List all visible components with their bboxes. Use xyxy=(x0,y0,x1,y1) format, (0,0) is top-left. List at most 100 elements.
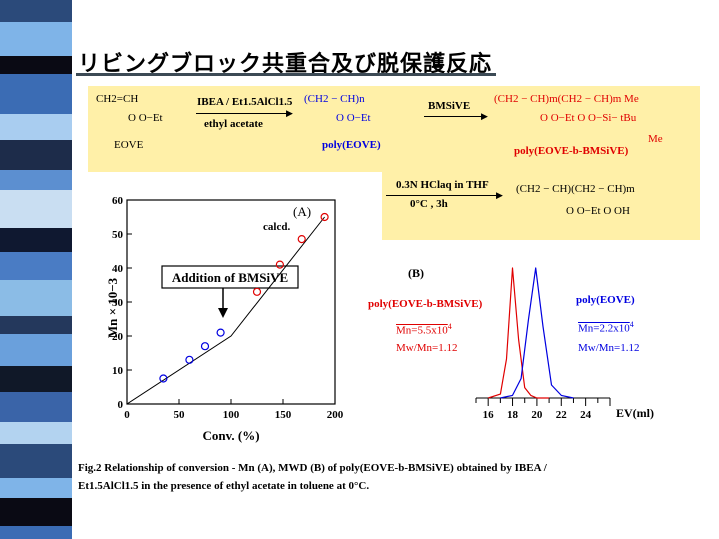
gpc-block-mn-exp: 4 xyxy=(447,322,452,331)
block-copolymer-structure-line1: (CH2 − CH)m(CH2 − CH)m Me xyxy=(494,93,639,105)
stripe-block xyxy=(0,228,72,252)
chart-a-x-tick-label: 150 xyxy=(275,409,292,421)
chart-b-x-tick-label: 18 xyxy=(507,409,519,421)
gpc-homo-mn: Mn=2.2x104 xyxy=(578,320,634,335)
chart-a-y-tick-label: 20 xyxy=(112,331,124,343)
chart-a-panel-label: (A) xyxy=(293,204,311,219)
block-copolymer-structure-line2: O O−Et O O−Si− tBu xyxy=(540,112,637,124)
stripe-block xyxy=(0,140,72,170)
stripe-block xyxy=(0,526,72,539)
stripe-block xyxy=(0,280,72,316)
stripe-block xyxy=(0,0,72,22)
chart-a-y-axis-label: Mn × 10−3 xyxy=(105,277,120,338)
stripe-block xyxy=(0,392,72,422)
stripe-block xyxy=(0,316,72,334)
gpc-block-mn: Mn=5.5x104 xyxy=(396,322,452,337)
chart-b-x-tick-label: 24 xyxy=(580,409,592,421)
stripe-block xyxy=(0,478,72,498)
stripe-block xyxy=(0,74,72,114)
block-copolymer-name: poly(EOVE-b-BMSiVE) xyxy=(514,145,629,157)
gpc-homo-mw: Mw/Mn=1.12 xyxy=(578,342,640,354)
monomer-structure-line1: CH2=CH xyxy=(96,93,139,105)
chart-a-y-tick-label: 0 xyxy=(118,399,124,411)
gpc-block-mw: Mw/Mn=1.12 xyxy=(396,342,458,354)
stripe-block xyxy=(0,114,72,140)
chart-b-trace xyxy=(500,267,574,399)
chart-a-point xyxy=(216,328,225,337)
reagent-bmsive: BMSiVE xyxy=(428,100,471,112)
chart-a-x-tick-label: 0 xyxy=(124,409,130,421)
stripe-block xyxy=(0,170,72,190)
reaction-arrow-3-head: ▶ xyxy=(496,190,503,200)
decorative-side-stripe xyxy=(0,0,72,539)
scheme-background-top xyxy=(88,86,700,172)
reaction-arrow-1 xyxy=(196,113,292,114)
product-structure-line2: O O−Et O OH xyxy=(566,205,630,217)
chart-a-point xyxy=(252,287,262,296)
gpc-block-mn-text: Mn=5.5x10 xyxy=(396,324,448,337)
chart-b-x-tick-label: 22 xyxy=(556,409,568,421)
annotation-box xyxy=(161,265,299,289)
stripe-block xyxy=(0,252,72,280)
chart-a-point xyxy=(185,355,194,364)
gpc-homo-mn-text: Mn=2.2x10 xyxy=(578,322,630,335)
scheme-background-deprotect xyxy=(382,172,700,240)
annotation-arrow-head xyxy=(218,308,228,318)
deprotect-condition-acid: 0.3N HClaq in THF xyxy=(396,179,489,191)
caption-line-1: Fig.2 Relationship of conversion - Mn (A… xyxy=(78,462,547,474)
reaction-arrow-3 xyxy=(386,195,502,196)
chart-a-point xyxy=(200,342,210,351)
gpc-block-name: poly(EOVE-b-BMSiVE) xyxy=(368,298,483,310)
deprotect-condition-temp-time: 0°C , 3h xyxy=(410,198,448,210)
stripe-block xyxy=(0,56,72,74)
chart-a-point xyxy=(320,212,329,222)
reaction-arrow-2 xyxy=(424,116,486,117)
reaction-arrow-1-head: ▶ xyxy=(286,108,293,118)
title-underline xyxy=(76,73,496,76)
chart-a-point xyxy=(297,234,306,244)
reagent-initiator: IBEA / Et1.5AlCl1.5 xyxy=(197,96,293,108)
chart-b-x-tick-label: 16 xyxy=(483,409,495,421)
gpc-trace-chart: 16 18 20 22 24 EV(ml) xyxy=(475,267,654,421)
chart-a-y-tick-label: 30 xyxy=(112,297,124,309)
gpc-homo-name: poly(EOVE) xyxy=(576,294,635,306)
chart-a-x-tick-label: 50 xyxy=(174,409,186,421)
chart-a-y-tick-label: 60 xyxy=(112,195,124,207)
annotation-text: Addition of BMSiVE xyxy=(172,270,288,285)
stripe-block xyxy=(0,190,72,228)
poly-eove-name: poly(EOVE) xyxy=(322,139,381,151)
chart-b-x-axis-label: EV(ml) xyxy=(616,406,654,420)
monomer-structure-line2: O O−Et xyxy=(128,112,163,124)
slide-title: リビングブロック共重合及び脱保護反応 xyxy=(78,52,493,77)
caption-line-2: Et1.5AlCl1.5 in the presence of ethyl ac… xyxy=(78,480,370,492)
monomer-name: EOVE xyxy=(114,139,144,151)
gpc-homo-mn-exp: 4 xyxy=(629,320,634,329)
stripe-block xyxy=(0,366,72,392)
reaction-arrow-2-head: ▶ xyxy=(481,111,488,121)
chart-a-point xyxy=(275,260,284,269)
poly-eove-structure-line2: O O−Et xyxy=(336,112,371,124)
chart-a-x-tick-label: 200 xyxy=(327,409,344,421)
chart-a-y-tick-label: 40 xyxy=(112,263,124,275)
chart-b-trace xyxy=(488,267,550,399)
chart-a-x-axis-label: Conv. (%) xyxy=(202,428,259,443)
stripe-block xyxy=(0,444,72,478)
conversion-mn-chart: Mn × 10−3 Conv. (%) (A) calcd. Addition … xyxy=(105,195,344,443)
chart-a-y-tick-label: 10 xyxy=(112,365,124,377)
chart-b-x-tick-label: 20 xyxy=(531,409,543,421)
chart-a-y-tick-label: 50 xyxy=(112,229,124,241)
poly-eove-structure-line1: (CH2 − CH)n xyxy=(304,93,365,105)
chart-b-panel-label: (B) xyxy=(408,266,424,280)
chart-a-point xyxy=(159,374,168,383)
product-structure-line1: (CH2 − CH)(CH2 − CH)m xyxy=(516,183,635,195)
chart-a-calcd-label: calcd. xyxy=(263,221,290,233)
stripe-block xyxy=(0,422,72,444)
stripe-block xyxy=(0,334,72,366)
reagent-solvent: ethyl acetate xyxy=(204,118,263,130)
block-copolymer-structure-line3: Me xyxy=(648,133,663,145)
chart-a-x-tick-label: 100 xyxy=(223,409,240,421)
chart-a-frame xyxy=(126,199,336,405)
stripe-block xyxy=(0,22,72,56)
stripe-block xyxy=(0,498,72,526)
figure-caption: Fig.2 Relationship of conversion - Mn (A… xyxy=(78,459,638,495)
